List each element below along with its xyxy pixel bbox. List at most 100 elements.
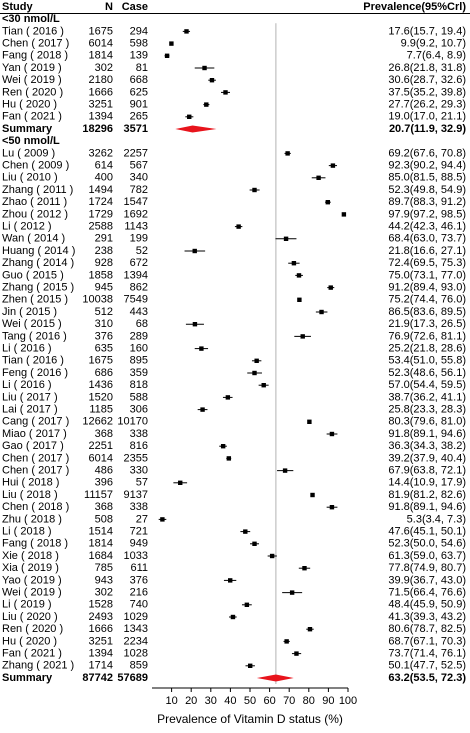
study-name: Chen ( 2009 )	[2, 160, 69, 172]
estimate-marker	[269, 553, 275, 559]
x-tick-label: 40	[224, 695, 236, 707]
n-value: 512	[95, 306, 113, 318]
estimate-marker	[252, 541, 257, 546]
study-name: Li ( 2019 )	[2, 599, 52, 611]
case-value: 57	[136, 477, 148, 489]
x-tick-label: 20	[185, 695, 197, 707]
prevalence-label: 38.7(36.2, 41.1)	[388, 391, 466, 403]
study-name: Feng ( 2016 )	[2, 367, 68, 379]
x-axis-title: Prevalence of Vitamin D status (%)	[157, 712, 343, 726]
case-value: 340	[130, 172, 148, 184]
prevalence-label: 7.7(6.4, 8.9)	[407, 50, 466, 62]
case-value: 672	[130, 257, 148, 269]
prevalence-label: 73.7(71.4, 76.1)	[388, 648, 466, 660]
study-name: Fan ( 2021 )	[2, 648, 62, 660]
estimate-marker	[252, 370, 257, 376]
study-name: Ren ( 2020 )	[2, 86, 63, 98]
n-value: 2588	[89, 221, 113, 233]
prevalence-label: 71.5(66.4, 76.6)	[388, 587, 466, 599]
n-value: 1520	[89, 391, 113, 403]
n-value: 6014	[89, 452, 113, 464]
study-name: Chen ( 2017 )	[2, 38, 69, 50]
case-value: 10170	[117, 416, 148, 428]
estimate-marker	[243, 529, 248, 534]
study-name: Jin ( 2015 )	[2, 306, 57, 318]
study-name: Hui ( 2018 )	[2, 477, 59, 489]
prevalence-label: 75.0(73.1, 77.0)	[388, 269, 466, 281]
x-tick-label: 70	[283, 695, 295, 707]
study-name: Guo ( 2015 )	[2, 269, 64, 281]
n-value: 2180	[89, 74, 113, 86]
n-value: 1684	[89, 550, 113, 562]
prevalence-label: 72.4(69.5, 75.3)	[388, 257, 466, 269]
n-value: 6014	[89, 38, 113, 50]
prevalence-label: 41.3(39.3, 43.2)	[388, 611, 466, 623]
estimate-marker	[199, 346, 204, 351]
study-name: Liu ( 2018 )	[2, 489, 58, 501]
prevalence-label: 25.2(21.8, 28.6)	[388, 343, 466, 355]
case-value: 160	[130, 343, 148, 355]
n-value: 686	[95, 367, 113, 379]
case-value: 376	[130, 574, 148, 586]
case-value: 598	[130, 38, 148, 50]
x-tick-label: 10	[165, 695, 177, 707]
study-name: Zhao ( 2011 )	[2, 196, 67, 208]
study-name: Fang ( 2018 )	[2, 50, 68, 62]
n-value: 1528	[89, 599, 113, 611]
prevalence-label: 92.3(90.2, 94.4)	[388, 160, 466, 172]
n-value: 368	[95, 501, 113, 513]
case-value: 443	[130, 306, 148, 318]
n-value: 1814	[89, 50, 113, 62]
n-value: 785	[95, 562, 113, 574]
prevalence-label: 97.9(97.2, 98.5)	[388, 208, 466, 220]
n-value: 238	[95, 245, 113, 257]
prevalence-label: 52.3(49.8, 54.9)	[388, 184, 466, 196]
estimate-marker	[325, 200, 331, 205]
x-tick-label: 90	[322, 695, 334, 707]
prevalence-label: 81.9(81.2, 82.6)	[388, 489, 466, 501]
case-value: 199	[130, 233, 148, 245]
estimate-marker	[160, 517, 165, 522]
estimate-marker	[296, 273, 302, 278]
case-value: 216	[130, 587, 148, 599]
estimate-marker	[294, 651, 299, 656]
n-value: 1185	[89, 404, 113, 416]
case-value: 338	[130, 428, 148, 440]
n-value: 2493	[89, 611, 113, 623]
case-value: 3571	[124, 123, 148, 135]
prevalence-label: 86.5(83.6, 89.5)	[388, 306, 466, 318]
prevalence-label: 39.2(37.9, 40.4)	[388, 452, 466, 464]
estimate-marker	[244, 602, 250, 607]
case-value: 57689	[117, 672, 148, 684]
prevalence-label: 19.0(17.0, 21.1)	[388, 111, 466, 123]
study-name: Fang ( 2018 )	[2, 538, 68, 550]
prevalence-label: 52.3(50.0, 54.6)	[388, 538, 466, 550]
n-value: 3262	[89, 147, 113, 159]
estimate-marker	[192, 248, 197, 254]
case-value: 818	[130, 379, 148, 391]
estimate-marker	[289, 590, 295, 595]
estimate-marker	[330, 163, 336, 168]
n-value: 368	[95, 428, 113, 440]
prevalence-label: 75.2(74.4, 76.0)	[388, 294, 466, 306]
n-value: 302	[95, 587, 113, 599]
x-tick-label: 80	[303, 695, 315, 707]
case-value: 294	[130, 25, 148, 37]
estimate-marker	[202, 65, 207, 71]
prevalence-label: 36.3(34.3, 38.2)	[388, 440, 466, 452]
n-value: 943	[95, 574, 113, 586]
study-name: Wei ( 2015 )	[2, 318, 62, 330]
n-value: 11157	[84, 489, 113, 501]
x-tick-label: 50	[244, 695, 256, 707]
prevalence-label: 69.2(67.6, 70.8)	[388, 147, 466, 159]
estimate-marker	[329, 505, 335, 510]
n-value: 486	[95, 465, 113, 477]
case-value: 895	[130, 355, 148, 367]
column-header: Prevalence(95%Crl)	[363, 1, 466, 13]
estimate-marker	[285, 151, 290, 156]
estimate-marker	[297, 297, 302, 302]
case-value: 859	[130, 660, 148, 672]
n-value: 1494	[89, 184, 113, 196]
study-name: Miao ( 2017 )	[2, 428, 67, 440]
estimate-marker	[230, 614, 236, 620]
